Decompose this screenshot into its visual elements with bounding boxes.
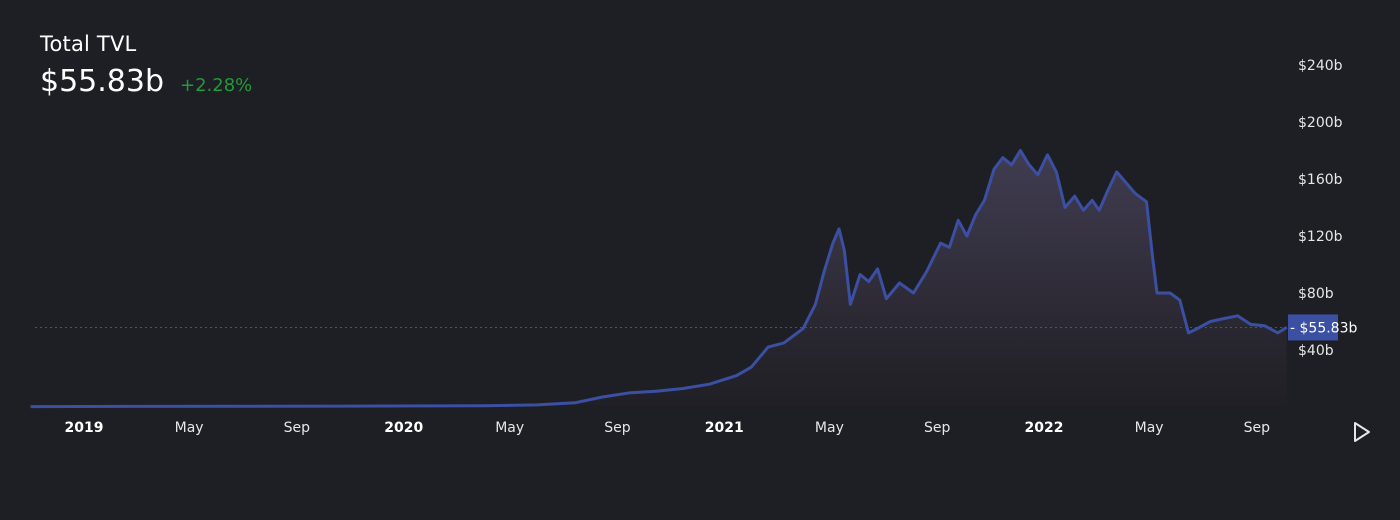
play-icon[interactable] [1350, 420, 1374, 444]
x-tick-label: 2020 [384, 420, 423, 436]
x-tick-label: May [815, 420, 844, 436]
x-tick-label: Sep [284, 420, 311, 436]
chart-title: Total TVL [40, 32, 137, 56]
y-tick-label: $240b [1298, 58, 1343, 74]
x-tick-label: Sep [604, 420, 631, 436]
x-tick-label: 2019 [65, 420, 104, 436]
tvl-area-fill [30, 150, 1287, 407]
x-tick-label: May [1135, 420, 1164, 436]
x-tick-label: 2021 [705, 420, 744, 436]
current-value-label: - $55.83b [1290, 320, 1357, 336]
x-tick-label: 2022 [1025, 420, 1064, 436]
tvl-summary: $55.83b +2.28% [40, 64, 252, 99]
y-tick-label: $40b [1298, 343, 1334, 359]
current-value-marker: - $55.83b [1288, 314, 1357, 341]
x-tick-label: May [175, 420, 204, 436]
y-tick-label: $160b [1298, 172, 1343, 188]
y-tick-label: $120b [1298, 229, 1343, 245]
x-tick-label: May [495, 420, 524, 436]
current-value-box [1288, 314, 1338, 341]
x-tick-label: Sep [1244, 420, 1271, 436]
x-tick-label: Sep [924, 420, 951, 436]
tvl-change-badge: +2.28% [180, 75, 253, 96]
tvl-value: $55.83b [40, 64, 165, 99]
tvl-series-line [30, 149, 1288, 409]
y-tick-label: $80b [1298, 286, 1334, 302]
y-tick-label: $200b [1298, 115, 1343, 131]
